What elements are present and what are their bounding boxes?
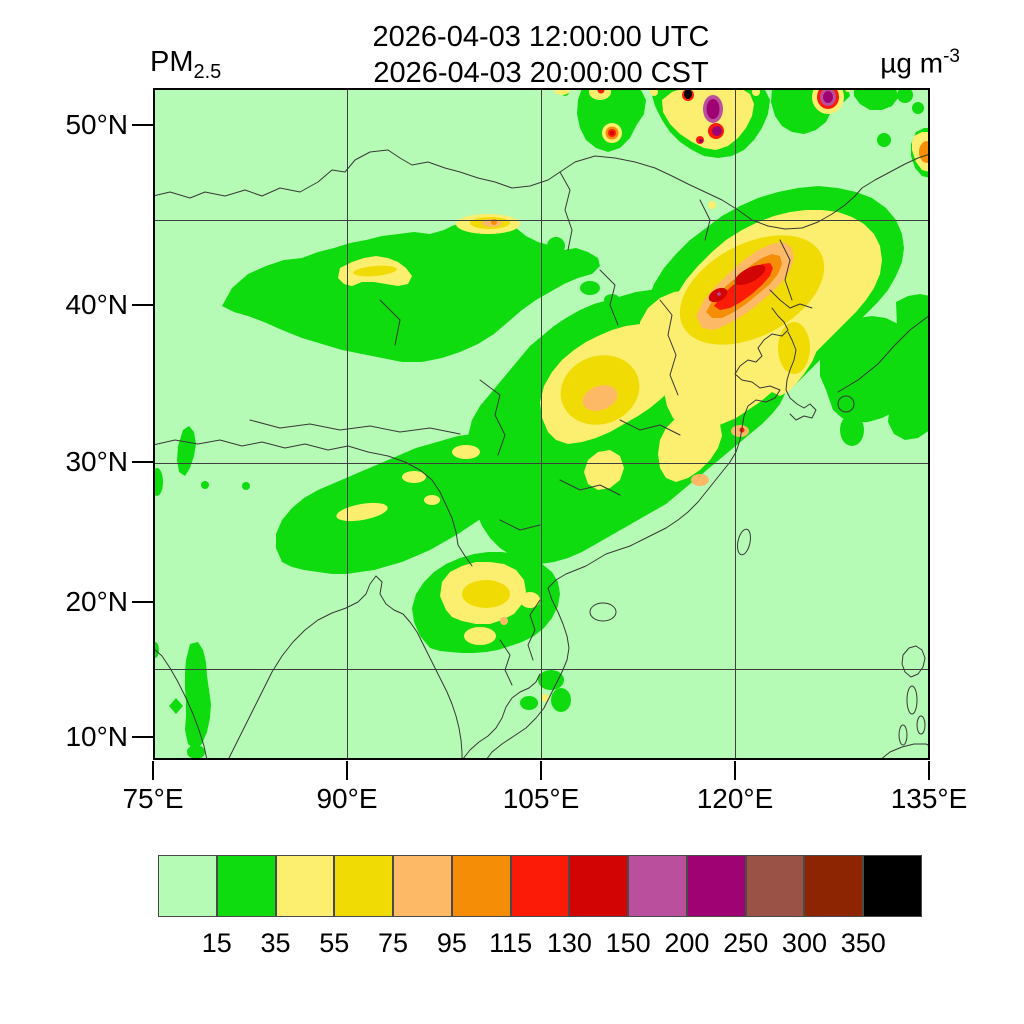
pm-label-text: PM: [150, 46, 194, 78]
colorbar-segment: [334, 855, 394, 917]
lat-tick-mark: [132, 601, 153, 603]
units-text: µg m: [880, 47, 944, 79]
colorbar: [158, 855, 922, 917]
title-line-1: 2026-04-03 12:00:00 UTC: [372, 21, 710, 53]
colorbar-tick-label: 35: [260, 928, 291, 958]
lat-tick-mark: [132, 461, 153, 463]
lat-tick-label: 40°N: [65, 289, 128, 320]
lon-tick-label: 105°E: [502, 783, 580, 814]
lat-tick-mark: [132, 124, 153, 126]
title-line-2: 2026-04-03 20:00:00 CST: [373, 57, 709, 89]
lon-tick-mark: [734, 761, 736, 780]
colorbar-segment: [686, 855, 746, 917]
lon-tick-label: 135°E: [890, 783, 968, 814]
lat-tick-label: 30°N: [65, 446, 128, 477]
colorbar-tick-label: 350: [840, 928, 886, 958]
colorbar-segment: [451, 855, 511, 917]
map-plot: [153, 88, 930, 760]
colorbar-segment: [628, 855, 687, 917]
map-frame: [153, 88, 930, 760]
colorbar-tick-label: 130: [546, 928, 592, 958]
lat-tick-label: 20°N: [65, 586, 128, 617]
colorbar-tick-label: 75: [378, 928, 409, 958]
lon-tick-mark: [152, 761, 154, 780]
contour-regions-gt-350: [684, 89, 692, 99]
colorbar-tick-label: 95: [436, 928, 467, 958]
lon-tick-mark: [346, 761, 348, 780]
units-exponent: -3: [943, 46, 960, 67]
colorbar-segment: [804, 855, 864, 917]
colorbar-tick-label: 200: [664, 928, 710, 958]
pm25-variable-label: PM2.5: [150, 46, 221, 84]
lon-tick-label: 120°E: [696, 783, 774, 814]
colorbar-tick-label: 55: [319, 928, 350, 958]
contour-regions-200-250: [699, 91, 833, 143]
lon-tick-mark: [540, 761, 542, 780]
colorbar-segment: [510, 855, 570, 917]
pm-label-subscript: 2.5: [193, 60, 222, 83]
colorbar-segment: [393, 855, 452, 917]
lat-tick-label: 10°N: [65, 721, 128, 752]
colorbar-segment: [745, 855, 805, 917]
lon-tick-label: 90°E: [316, 783, 378, 814]
lat-tick-label: 50°N: [65, 109, 128, 140]
colorbar-tick-label: 300: [781, 928, 827, 958]
colorbar-tick-label: 250: [723, 928, 769, 958]
graticule-grid-lines: [153, 88, 930, 760]
lon-tick-label: 75°E: [122, 783, 184, 814]
lat-tick-mark: [132, 736, 153, 738]
coastlines-and-borders: [153, 149, 930, 760]
lat-tick-mark: [132, 304, 153, 306]
colorbar-tick-label: 15: [201, 928, 232, 958]
colorbar-segment: [216, 855, 276, 917]
colorbar-segment: [569, 855, 629, 917]
lon-tick-mark: [928, 761, 930, 780]
colorbar-segment: [275, 855, 335, 917]
units-label: µg m-3: [800, 46, 960, 79]
colorbar-tick-label: 150: [605, 928, 651, 958]
colorbar-labels: 15 35 55 75 95 115 130 150 200 250 300 3…: [158, 926, 922, 960]
colorbar-segment: [863, 855, 922, 917]
colorbar-segment: [158, 855, 217, 917]
colorbar-tick-label: 115: [489, 928, 533, 958]
